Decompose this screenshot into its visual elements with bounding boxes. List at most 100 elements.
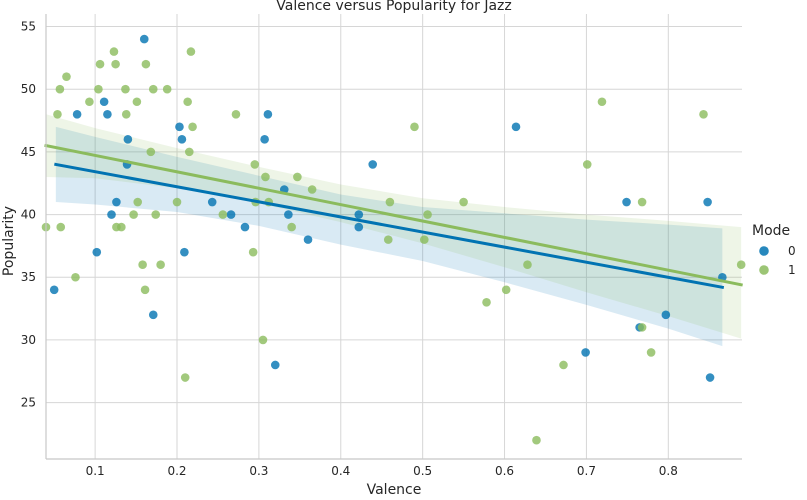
data-point-mode-0 — [177, 135, 187, 144]
data-point-mode-1 — [85, 97, 94, 107]
data-point-mode-1 — [111, 59, 120, 69]
data-point-mode-1 — [559, 360, 568, 370]
data-point-mode-0 — [226, 210, 236, 219]
data-point-mode-1 — [180, 373, 190, 382]
data-point-mode-0 — [112, 197, 121, 207]
data-point-mode-0 — [703, 197, 712, 207]
data-point-mode-1 — [188, 122, 197, 132]
data-point-mode-1 — [250, 160, 260, 169]
y-tick-label: 50 — [21, 82, 36, 96]
data-point-mode-1 — [186, 47, 196, 56]
y-tick-labels: 25 30 35 40 45 50 55 — [21, 20, 36, 410]
y-tick-label: 45 — [21, 145, 36, 159]
x-tick-label: 0.3 — [249, 464, 268, 478]
data-point-mode-1 — [459, 197, 468, 207]
data-point-mode-0 — [49, 285, 59, 295]
data-point-mode-0 — [72, 109, 82, 119]
data-point-mode-1 — [258, 335, 268, 345]
data-point-mode-1 — [71, 272, 80, 282]
data-point-mode-1 — [132, 97, 142, 107]
data-point-mode-1 — [156, 260, 165, 270]
x-tick-label: 0.7 — [577, 464, 596, 478]
data-point-mode-1 — [482, 298, 491, 307]
data-point-mode-1 — [140, 285, 150, 295]
data-point-mode-1 — [121, 109, 131, 119]
data-point-mode-1 — [287, 222, 296, 232]
data-point-mode-1 — [383, 235, 393, 244]
data-point-mode-1 — [597, 97, 607, 107]
data-point-mode-0 — [240, 222, 250, 232]
data-point-mode-0 — [107, 210, 116, 219]
data-point-mode-1 — [501, 285, 511, 295]
data-point-mode-0 — [207, 197, 217, 207]
legend-item-0: 0 — [759, 244, 796, 258]
data-point-mode-1 — [183, 97, 192, 107]
data-point-mode-0 — [180, 247, 189, 257]
data-point-mode-0 — [511, 122, 521, 132]
data-point-mode-0 — [270, 360, 280, 370]
data-point-mode-1 — [699, 109, 708, 119]
data-point-mode-1 — [523, 260, 532, 270]
data-point-mode-1 — [55, 84, 65, 94]
data-point-mode-0 — [92, 247, 102, 257]
legend-marker — [759, 265, 769, 275]
data-point-mode-1 — [307, 185, 317, 194]
x-tick-label: 0.5 — [413, 464, 432, 478]
data-point-mode-1 — [138, 260, 147, 270]
regression-line-0 — [54, 162, 725, 290]
data-point-mode-1 — [532, 435, 541, 445]
data-point-mode-1 — [261, 172, 270, 182]
data-point-mode-1 — [94, 84, 103, 94]
x-tick-label: 0.4 — [331, 464, 350, 478]
data-point-mode-1 — [184, 147, 194, 157]
legend: Mode 0 1 — [752, 223, 796, 277]
data-point-mode-0 — [354, 222, 364, 232]
data-point-mode-1 — [637, 197, 647, 207]
x-tick-label: 0.2 — [167, 464, 186, 478]
y-tick-label: 25 — [21, 396, 36, 410]
data-point-mode-1 — [148, 84, 158, 94]
data-point-mode-1 — [56, 222, 66, 232]
data-point-mode-1 — [62, 72, 71, 81]
x-axis-label: Valence — [367, 482, 422, 498]
data-point-mode-1 — [646, 348, 656, 357]
data-point-mode-1 — [129, 210, 138, 219]
data-point-mode-0 — [284, 210, 293, 219]
chart-title: Valence versus Popularity for Jazz — [276, 0, 511, 14]
data-point-mode-1 — [293, 172, 302, 182]
x-tick-label: 0.8 — [659, 464, 678, 478]
data-point-mode-0 — [148, 310, 158, 320]
data-point-mode-1 — [117, 222, 126, 232]
y-tick-label: 30 — [21, 333, 36, 347]
data-point-mode-0 — [263, 109, 273, 119]
data-point-mode-1 — [248, 247, 258, 257]
regression-line-1 — [44, 143, 743, 287]
legend-title: Mode — [752, 223, 790, 239]
x-tick-label: 0.6 — [495, 464, 514, 478]
data-point-mode-1 — [162, 84, 172, 94]
legend-item-1: 1 — [759, 263, 796, 277]
data-point-mode-1 — [423, 210, 432, 219]
data-point-mode-1 — [95, 59, 105, 69]
data-point-mode-1 — [582, 160, 592, 169]
data-point-mode-0 — [581, 348, 590, 357]
scatter-points — [41, 34, 746, 445]
data-point-mode-1 — [736, 260, 746, 270]
data-point-mode-1 — [419, 235, 429, 244]
data-point-mode-1 — [410, 122, 419, 132]
data-point-mode-0 — [368, 160, 378, 169]
data-point-mode-1 — [146, 147, 156, 157]
data-point-mode-1 — [109, 47, 119, 56]
data-point-mode-1 — [385, 197, 395, 207]
y-axis-label: Popularity — [1, 206, 17, 276]
regression-lines — [44, 143, 743, 290]
x-tick-labels: 0.1 0.2 0.3 0.4 0.5 0.6 0.7 0.8 — [86, 464, 678, 478]
data-point-mode-0 — [705, 373, 715, 382]
data-point-mode-0 — [103, 109, 112, 119]
legend-label: 0 — [788, 244, 796, 258]
data-point-mode-0 — [139, 34, 149, 44]
y-tick-label: 55 — [21, 20, 36, 34]
data-point-mode-0 — [303, 235, 313, 244]
data-point-mode-1 — [53, 109, 62, 119]
